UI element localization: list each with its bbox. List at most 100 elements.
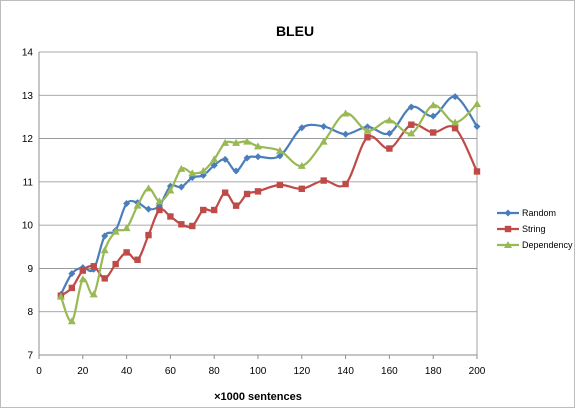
data-point xyxy=(363,126,372,134)
legend-item-string: String xyxy=(497,224,546,234)
data-point xyxy=(155,197,164,205)
data-point xyxy=(177,164,186,172)
data-point xyxy=(342,180,349,188)
data-point xyxy=(100,246,109,254)
y-tick-label: 10 xyxy=(22,221,34,232)
data-point xyxy=(133,201,142,209)
data-point xyxy=(243,137,252,145)
data-point xyxy=(101,275,108,282)
data-point xyxy=(275,146,284,154)
data-point xyxy=(78,275,87,283)
x-tick-label: 140 xyxy=(337,366,354,377)
data-point xyxy=(276,181,284,189)
data-point xyxy=(407,129,416,137)
x-tick-label: 80 xyxy=(209,366,221,377)
data-point xyxy=(408,121,415,128)
data-point xyxy=(407,103,415,111)
legend-label: String xyxy=(522,224,546,234)
y-tick-label: 9 xyxy=(27,264,33,275)
gridlines xyxy=(39,51,477,356)
chart-title: BLEU xyxy=(276,23,314,39)
data-point xyxy=(243,154,251,162)
series-lines xyxy=(56,93,481,325)
data-point xyxy=(232,138,241,146)
data-point xyxy=(145,205,152,213)
data-point xyxy=(298,124,306,132)
data-point xyxy=(451,93,459,101)
data-point xyxy=(232,202,240,209)
data-point xyxy=(473,99,481,107)
data-point xyxy=(254,188,262,195)
data-point xyxy=(473,168,481,175)
data-point xyxy=(123,249,130,256)
data-point xyxy=(123,200,131,207)
x-tick-label: 160 xyxy=(381,366,398,377)
data-point xyxy=(211,206,218,214)
data-point xyxy=(473,122,481,130)
data-point xyxy=(134,256,141,263)
data-point xyxy=(254,153,262,161)
x-tick-label: 180 xyxy=(425,366,442,377)
data-point xyxy=(199,167,208,175)
x-tick-label: 200 xyxy=(469,366,486,377)
data-point xyxy=(89,290,98,298)
data-point xyxy=(451,118,460,126)
data-point xyxy=(243,190,251,198)
data-point xyxy=(341,109,350,117)
data-point xyxy=(210,161,218,169)
data-point xyxy=(111,227,120,235)
y-tick-label: 11 xyxy=(23,177,34,188)
data-point xyxy=(112,260,119,268)
legend-item-dependency: Dependency xyxy=(497,240,573,250)
y-tick-label: 8 xyxy=(27,307,33,318)
data-point xyxy=(298,185,305,192)
data-point xyxy=(385,116,394,124)
data-point xyxy=(189,222,196,230)
axes xyxy=(38,52,478,356)
data-point xyxy=(68,270,76,278)
x-tick-label: 60 xyxy=(165,366,177,377)
legend-item-random: Random xyxy=(497,208,556,218)
data-point xyxy=(385,129,393,137)
series-dependency xyxy=(56,99,481,325)
x-tick-label: 120 xyxy=(293,366,310,377)
data-point xyxy=(210,155,219,163)
data-point xyxy=(156,206,163,214)
data-point xyxy=(451,124,459,132)
data-point xyxy=(56,292,65,300)
legend-marker xyxy=(504,225,512,233)
legend-marker xyxy=(504,209,512,217)
data-point xyxy=(177,183,185,191)
data-point xyxy=(166,186,175,194)
legend-label: Dependency xyxy=(522,240,573,250)
y-tick-label: 13 xyxy=(22,91,34,102)
data-point xyxy=(68,284,76,292)
series-line xyxy=(59,95,478,295)
data-point xyxy=(167,213,174,220)
x-tick-label: 0 xyxy=(36,366,42,377)
data-point xyxy=(144,184,153,192)
y-tick-label: 7 xyxy=(27,351,33,362)
data-point xyxy=(320,122,328,130)
data-point xyxy=(364,134,371,141)
data-point xyxy=(178,221,185,228)
data-point xyxy=(254,142,262,150)
data-point xyxy=(67,317,76,325)
data-point xyxy=(221,189,229,196)
data-point xyxy=(101,232,109,240)
data-point xyxy=(430,129,437,136)
data-point xyxy=(221,138,230,146)
data-point xyxy=(320,177,327,184)
data-point xyxy=(319,137,328,145)
y-tick-label: 12 xyxy=(22,134,34,145)
data-point xyxy=(342,130,350,138)
legend-label: Random xyxy=(522,208,556,218)
data-point xyxy=(188,169,197,177)
legend: Random String Dependency xyxy=(497,208,573,250)
x-tick-label: 100 xyxy=(250,366,267,377)
data-point xyxy=(386,145,393,152)
data-point xyxy=(276,152,284,160)
legend-marker xyxy=(504,241,512,248)
